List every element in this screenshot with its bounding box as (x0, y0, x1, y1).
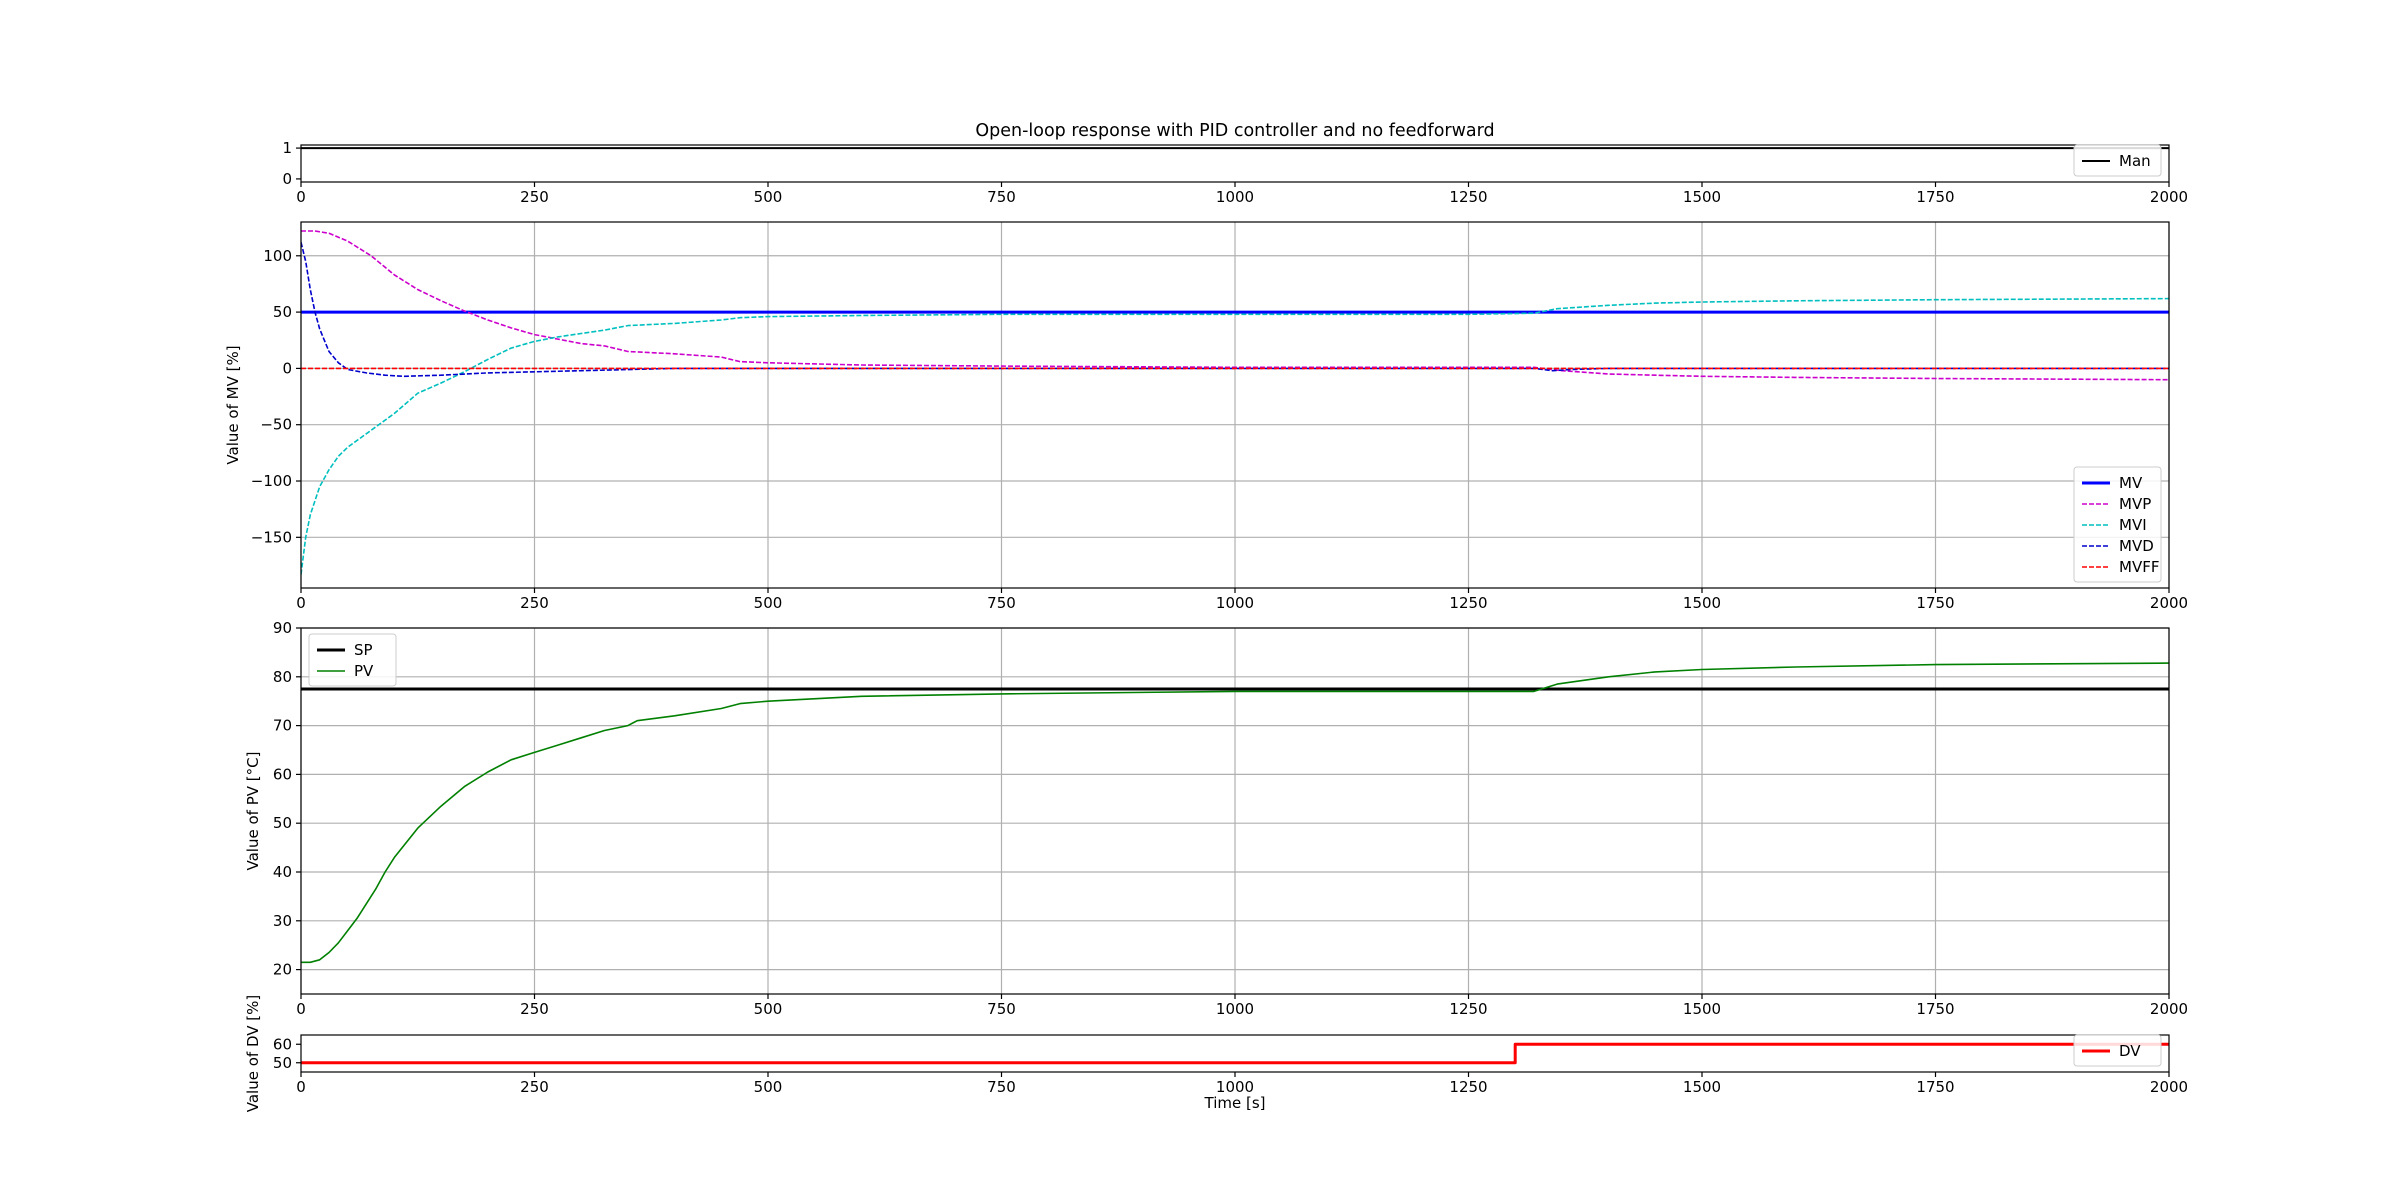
x-tick-label: 1500 (1683, 594, 1721, 612)
y-tick-label: 30 (273, 912, 292, 930)
y-tick-label: 50 (273, 303, 292, 321)
x-tick-label: 1250 (1449, 188, 1487, 206)
x-tick-label: 750 (987, 188, 1016, 206)
legend: SP PV (308, 633, 397, 687)
x-tick-label: 1500 (1683, 1078, 1721, 1096)
y-tick-label: 1 (282, 139, 292, 157)
y-tick-label: −100 (251, 472, 292, 490)
legend-label-mvi: MVI (2119, 516, 2147, 534)
x-tick-label: 2000 (2150, 1078, 2188, 1096)
x-tick-label: 0 (296, 1000, 306, 1018)
y-axis-label: Value of DV [%] (244, 995, 262, 1112)
y-axis-label: Value of MV [%] (224, 345, 242, 464)
legend-box (2073, 1034, 2162, 1067)
x-tick-label: 250 (520, 1000, 549, 1018)
x-tick-label: 1000 (1216, 1000, 1254, 1018)
x-tick-label: 1250 (1449, 1078, 1487, 1096)
series-line-mvi (301, 297, 2169, 575)
y-tick-label: −50 (260, 416, 292, 434)
x-tick-label: 250 (520, 1078, 549, 1096)
series-group (301, 662, 2169, 964)
subplot-man: 0 250 500 750 1000 1250 1500 1750 2000 0 1 Man (282, 139, 2188, 206)
x-tick-label: 750 (987, 1078, 1016, 1096)
x-tick-label: 500 (754, 1078, 783, 1096)
x-tick-label: 250 (520, 188, 549, 206)
y-tick-label: 70 (273, 717, 292, 735)
legend-label-mv: MV (2119, 474, 2143, 492)
x-tick-label: 2000 (2150, 188, 2188, 206)
subplot-mv: 0 250 500 750 1000 1250 1500 1750 2000−150−100−5… (224, 221, 2188, 612)
y-axis-label: Value of PV [°C] (244, 752, 262, 871)
y-tick-label: 50 (273, 1054, 292, 1072)
legend-box (2073, 144, 2162, 177)
x-tick-label: 1000 (1216, 188, 1254, 206)
x-tick-label: 1500 (1683, 188, 1721, 206)
x-tick-label: 500 (754, 594, 783, 612)
legend: MV MVP MVI MVD MVFF (2073, 466, 2162, 583)
y-tick-label: 90 (273, 619, 292, 637)
legend-label-pv: PV (354, 662, 374, 680)
x-tick-label: 1750 (1916, 594, 1954, 612)
y-tick-label: 0 (282, 359, 292, 377)
x-tick-label: 1750 (1916, 1078, 1954, 1096)
x-tick-label: 500 (754, 188, 783, 206)
legend: Man (2073, 144, 2162, 177)
y-tick-label: −150 (251, 528, 292, 546)
legend-label-mvp: MVP (2119, 495, 2151, 513)
figure-title: Open-loop response with PID controller a… (975, 121, 1494, 141)
y-tick-label: 20 (273, 961, 292, 979)
x-tick-label: 1250 (1449, 1000, 1487, 1018)
legend-label-mvd: MVD (2119, 537, 2154, 555)
x-tick-label: 1750 (1916, 1000, 1954, 1018)
series-group (301, 1042, 2169, 1065)
legend-box (2073, 466, 2162, 583)
x-tick-label: 2000 (2150, 594, 2188, 612)
legend: DV (2073, 1034, 2162, 1067)
x-tick-label: 1250 (1449, 594, 1487, 612)
x-tick-label: 500 (754, 1000, 783, 1018)
x-tick-label: 750 (987, 1000, 1016, 1018)
x-tick-label: 1000 (1216, 594, 1254, 612)
x-tick-label: 2000 (2150, 1000, 2188, 1018)
y-tick-label: 100 (263, 247, 292, 265)
y-tick-label: 80 (273, 668, 292, 686)
legend-label-man: Man (2119, 152, 2151, 170)
series-group (301, 230, 2169, 575)
x-tick-label: 1500 (1683, 1000, 1721, 1018)
legend-box (308, 633, 397, 687)
series-line-dv (301, 1042, 2169, 1065)
legend-label-dv: DV (2119, 1042, 2141, 1060)
legend-label-mvff: MVFF (2119, 558, 2159, 576)
x-tick-label: 0 (296, 594, 306, 612)
x-tick-label: 750 (987, 594, 1016, 612)
x-tick-label: 1750 (1916, 188, 1954, 206)
y-tick-label: 40 (273, 863, 292, 881)
x-tick-label: 1000 (1216, 1078, 1254, 1096)
y-tick-label: 60 (273, 765, 292, 783)
x-axis-label: Time [s] (1204, 1094, 1266, 1112)
x-tick-label: 0 (296, 1078, 306, 1096)
x-tick-label: 250 (520, 594, 549, 612)
y-tick-label: 0 (282, 170, 292, 188)
y-tick-label: 60 (273, 1035, 292, 1053)
series-line-mvd (301, 242, 2169, 378)
y-tick-label: 50 (273, 814, 292, 832)
legend-label-sp: SP (354, 641, 373, 659)
x-tick-label: 0 (296, 188, 306, 206)
series-line-pv (301, 662, 2169, 964)
subplot-pv: 0 250 500 750 1000 1250 1500 1750 2000 20 30 40 50 60… (244, 619, 2188, 1018)
